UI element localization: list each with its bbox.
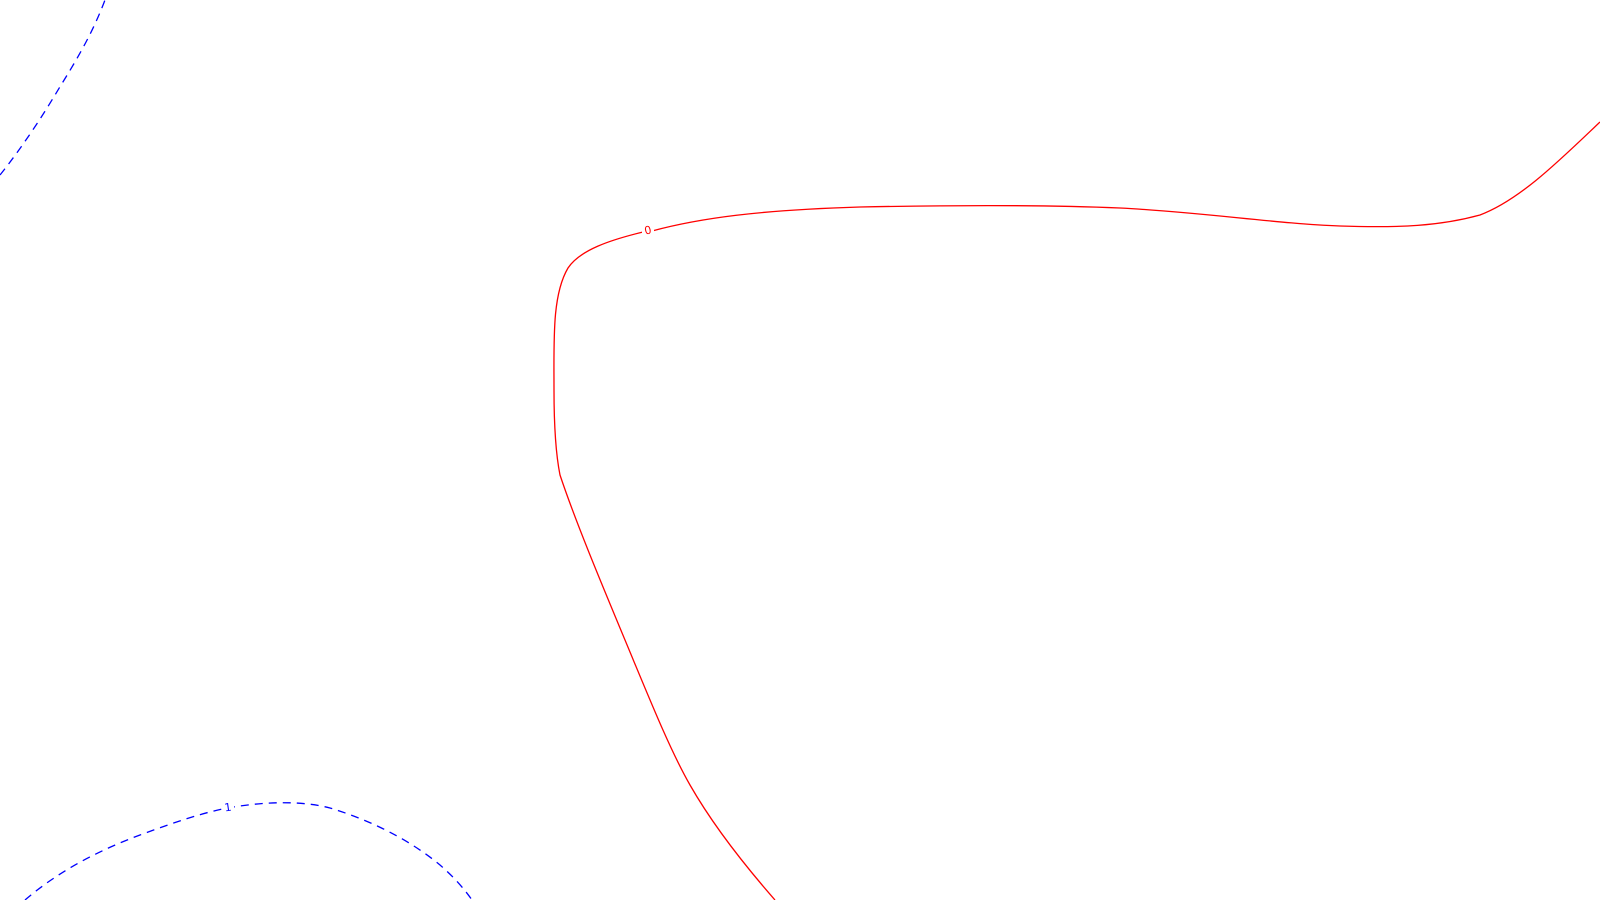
contour-label-background: [222, 801, 234, 815]
contour-labels-group: 01: [222, 223, 654, 815]
contour-line-level-1-2-0: [0, 0, 106, 176]
contour-label-background: [642, 224, 654, 238]
contour-label-1: 1: [224, 801, 233, 815]
contour-line-level-0-0-0: [651, 121, 1600, 232]
contour-line-level-1-1-0: [24, 802, 473, 900]
contour-label-0: 0: [643, 223, 653, 237]
contour-line-level-0-0-1: [553, 231, 776, 900]
